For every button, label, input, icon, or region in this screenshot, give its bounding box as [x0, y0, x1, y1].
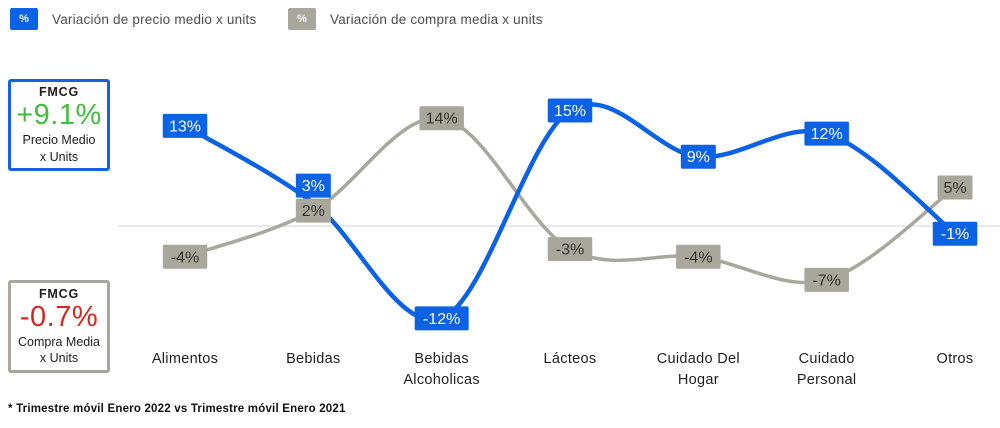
stat-card-title: FMCG — [39, 286, 79, 301]
value-label-text: -1% — [941, 226, 969, 243]
value-label-text: 5% — [943, 180, 966, 197]
legend-item-precio: % Variación de precio medio x units — [10, 8, 256, 30]
category-label: Bebidas Alcoholicas — [403, 351, 480, 389]
stat-card-compra: FMCG -0.7% Compra Media x Units — [8, 280, 110, 373]
stat-card-sub1: Compra Media — [18, 334, 100, 349]
value-label-box — [295, 173, 331, 198]
value-label-text: 14% — [426, 111, 458, 128]
value-label-text: -7% — [812, 272, 840, 289]
value-label-text: -3% — [556, 242, 584, 259]
stat-card-precio: FMCG +9.1% Precio Medio x Units — [8, 79, 110, 171]
value-label-box — [804, 267, 849, 292]
category-label: Lácteos — [543, 351, 597, 367]
value-label-box — [295, 198, 331, 223]
stat-card-value: -0.7% — [19, 300, 99, 333]
footnote: * Trimestre móvil Enero 2022 vs Trimestr… — [8, 403, 346, 415]
value-label-box — [680, 144, 716, 169]
stat-card-sub2: x Units — [39, 149, 79, 164]
legend-item-compra: % Variación de compra media x units — [288, 8, 543, 30]
stat-card-title: FMCG — [39, 85, 79, 100]
value-label-text: -4% — [171, 249, 199, 266]
value-label-text: -12% — [423, 311, 460, 328]
category-label: Bebidas — [286, 351, 341, 367]
value-label-text: 12% — [811, 126, 843, 143]
category-label: Cuidado Del Hogar — [656, 351, 740, 389]
stat-card-sub2: x Units — [39, 351, 79, 366]
value-label-text: -4% — [684, 249, 712, 266]
legend-label-precio: Variación de precio medio x units — [52, 11, 257, 27]
value-label-box — [932, 221, 978, 246]
value-label-box — [547, 237, 593, 262]
legend-label-compra: Variación de compra media x units — [330, 11, 543, 27]
value-label-box — [547, 98, 593, 123]
value-label-text: 3% — [302, 178, 325, 195]
value-label-box — [804, 121, 849, 146]
value-label-box — [937, 175, 973, 200]
category-label: Otros — [936, 351, 974, 367]
stat-card-value: +9.1% — [16, 99, 102, 132]
category-label: Cuidado Personal — [796, 351, 857, 389]
value-label-box — [419, 106, 464, 131]
value-label-box — [676, 244, 721, 269]
value-label-box — [162, 244, 208, 269]
percent-swatch-icon: % — [10, 8, 38, 30]
value-label-box — [162, 113, 208, 138]
value-label-text: 9% — [687, 149, 710, 166]
stat-card-sub1: Precio Medio — [22, 133, 96, 148]
value-label-box — [414, 306, 469, 331]
value-label-text: 15% — [554, 103, 586, 120]
category-label: Alimentos — [151, 351, 219, 367]
value-label-text: 13% — [169, 118, 201, 135]
percent-swatch-icon: % — [288, 8, 316, 30]
value-label-text: 2% — [302, 203, 325, 220]
